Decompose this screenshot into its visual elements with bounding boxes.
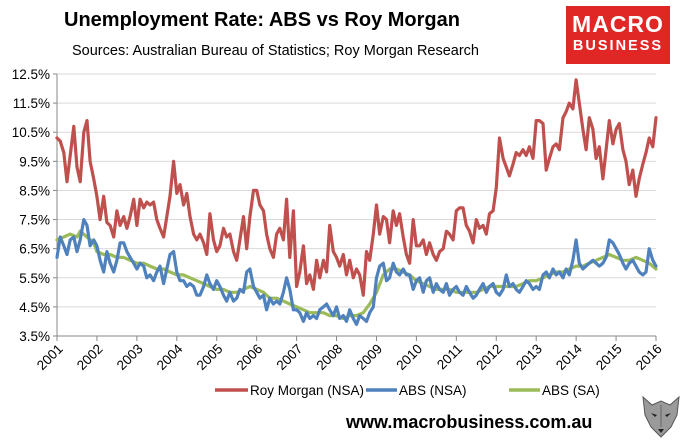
x-tick-label: 2008 <box>313 341 345 373</box>
x-tick-label: 2006 <box>234 341 266 373</box>
x-tick-label: 2007 <box>274 341 306 373</box>
chart-subtitle: Sources: Australian Bureau of Statistics… <box>72 43 479 59</box>
x-tick-label: 2014 <box>553 341 585 373</box>
y-tick-label: 7.5% <box>19 213 50 228</box>
x-tick-label: 2012 <box>473 341 505 373</box>
series-line-roy-morgan-nsa <box>55 78 658 297</box>
x-tick-label: 2009 <box>353 341 385 373</box>
y-tick-label: 6.5% <box>19 242 50 257</box>
x-tick-label: 2013 <box>513 341 545 373</box>
series-line-abs-nsa <box>55 218 658 326</box>
x-tick-label: 2010 <box>393 341 425 373</box>
y-tick-label: 12.5% <box>12 67 50 82</box>
series-lines <box>55 78 658 326</box>
x-tick-label: 2016 <box>633 341 665 373</box>
legend-label: ABS (SA) <box>542 383 600 398</box>
logo-line-1: MACRO <box>572 11 664 37</box>
x-tick-label: 2011 <box>434 341 465 372</box>
chart-title: Unemployment Rate: ABS vs Roy Morgan <box>64 9 460 31</box>
y-tick-label: 3.5% <box>19 329 50 344</box>
x-tick-label: 2003 <box>114 341 146 373</box>
x-tick-label: 2001 <box>34 341 66 373</box>
y-tick-label: 5.5% <box>19 271 50 286</box>
wolf-icon <box>642 395 680 438</box>
y-tick-label: 8.5% <box>19 183 50 198</box>
x-tick-label: 2004 <box>154 341 186 373</box>
x-tick-label: 2002 <box>74 341 106 373</box>
legend: Roy Morgan (NSA) ABS (NSA) ABS (SA) <box>215 383 600 398</box>
x-tick-label: 2005 <box>194 341 226 373</box>
y-tick-label: 4.5% <box>19 300 50 315</box>
legend-label: Roy Morgan (NSA) <box>250 383 364 398</box>
legend-label: ABS (NSA) <box>399 383 467 398</box>
macrobusiness-logo: MACRO BUSINESS <box>566 6 670 64</box>
x-tick-label: 2015 <box>593 341 625 373</box>
y-tick-label: 9.5% <box>19 154 50 169</box>
logo-line-2: BUSINESS <box>572 38 664 54</box>
y-tick-label: 10.5% <box>12 125 50 140</box>
y-tick-label: 11.5% <box>13 96 50 111</box>
website-url: www.macrobusiness.com.au <box>346 412 593 432</box>
